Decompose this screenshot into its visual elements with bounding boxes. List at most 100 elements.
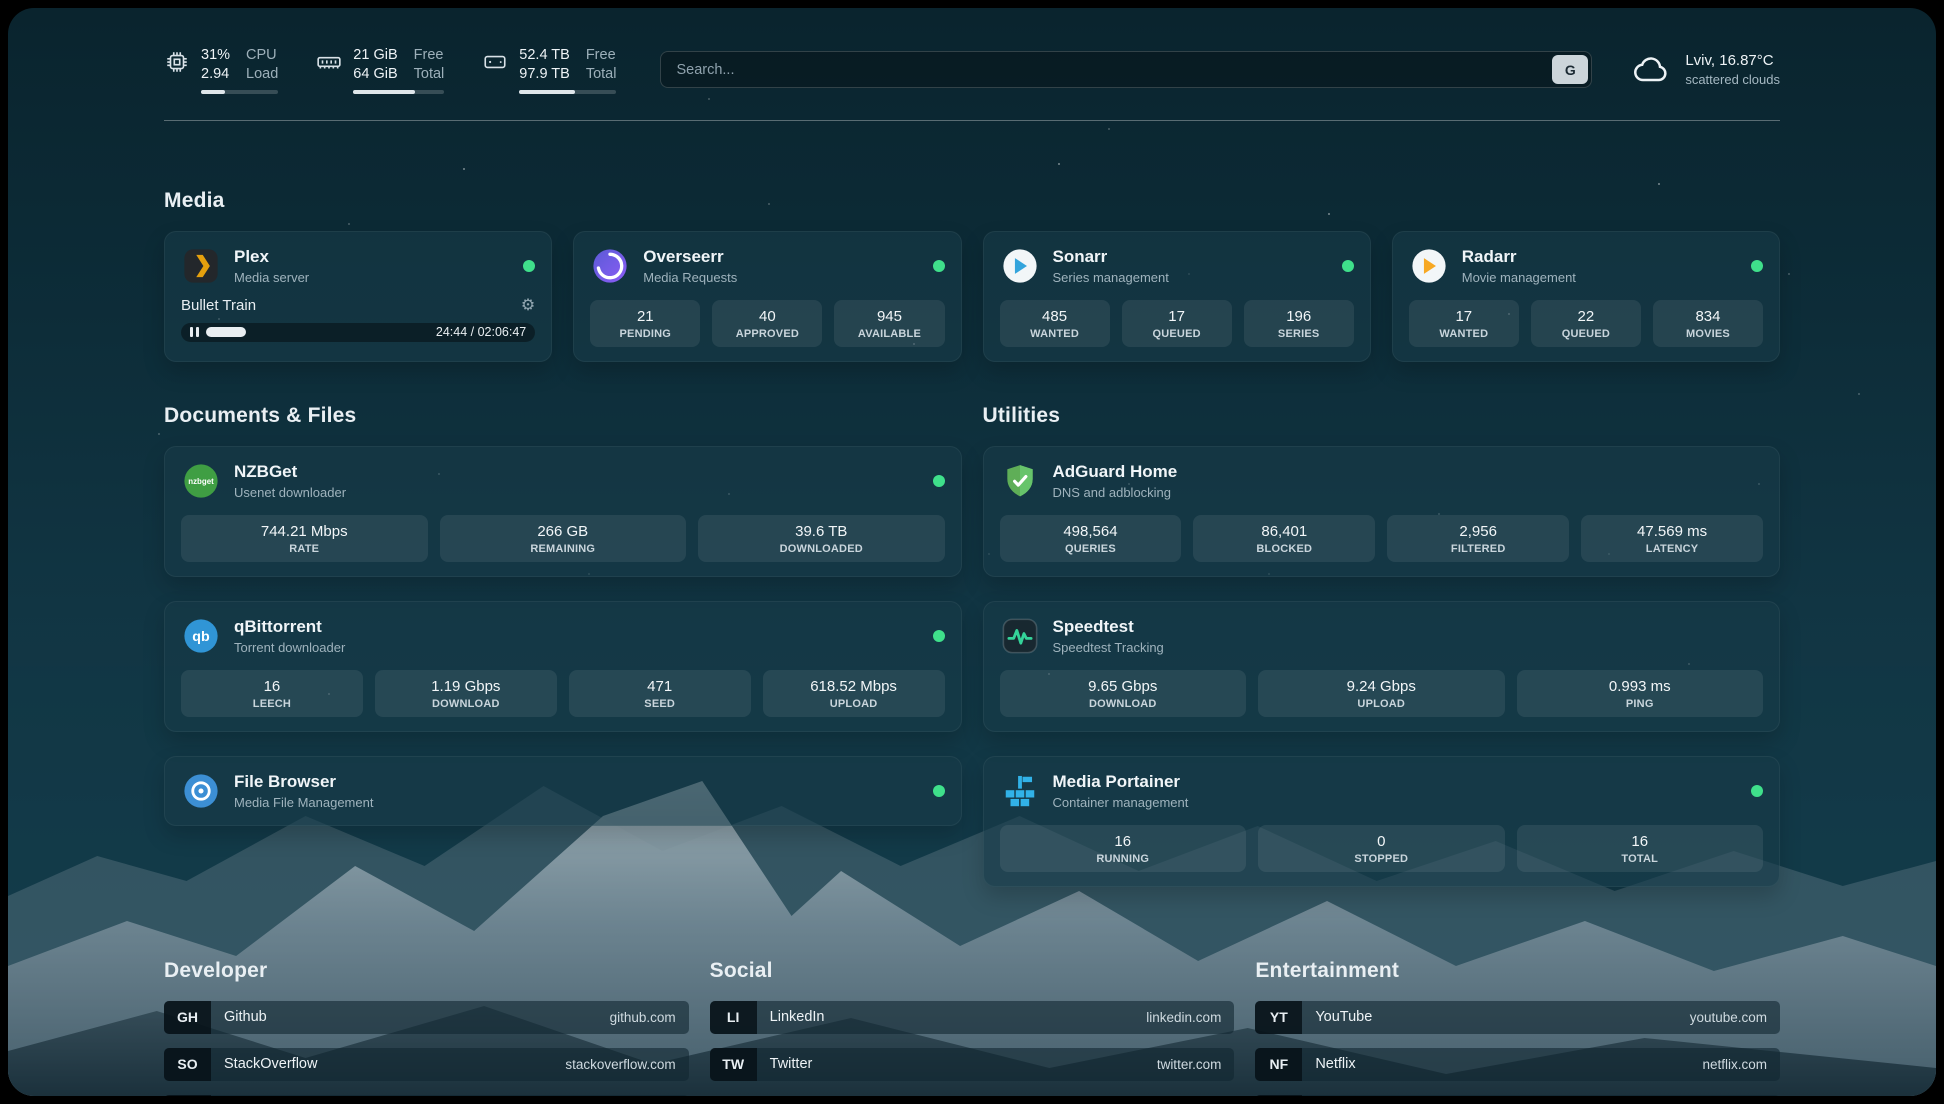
svg-text:qb: qb [192,629,210,645]
service-name: Overseerr [643,246,724,266]
bookmark-url: twitter.com [1156,1056,1222,1072]
adguard-icon [1000,461,1040,501]
radarr-stat-queued: 22 QUEUED [1530,299,1641,347]
bookmark-youtube[interactable]: YT YouTube youtube.com [1255,1000,1780,1034]
service-card-portainer[interactable]: Media Portainer Container management 16 … [982,755,1780,887]
service-subtitle: Speedtest Tracking [1052,639,1164,655]
disk-total-value: 97.9 TB [519,65,570,82]
plex-icon [181,246,221,286]
service-subtitle: Media Requests [643,269,738,285]
service-card-plex[interactable]: Plex Media server Bullet Train ⚙ 24 [164,230,553,362]
bookmark-name: Github [224,1009,267,1026]
search-input[interactable] [660,51,1593,89]
bookmark-url: github.com [609,1009,676,1025]
bookmark-dev[interactable]: DT DEV dev.to [164,1094,689,1096]
ram-progress-fill [353,89,416,94]
sonarr-icon [1000,246,1040,286]
service-name: AdGuard Home [1052,461,1178,481]
bookmark-name: YouTube [1315,1009,1373,1026]
service-card-filebrowser[interactable]: File Browser Media File Management [164,755,962,826]
bookmark-reddit[interactable]: RE Reddit reddit.com [1255,1094,1780,1096]
section-title-social: Social [709,958,773,982]
bookmark-url: linkedin.com [1146,1009,1222,1025]
nzbget-icon: nzbget [181,461,221,501]
svg-text:nzbget: nzbget [188,477,214,486]
ram-widget: 21 GiB 64 GiB Free Total [316,46,445,94]
status-dot [932,784,945,797]
status-dot [932,474,945,487]
section-documents: Documents & Files nzbget NZBGet Usenet d… [164,404,962,887]
bookmark-url: netflix.com [1702,1056,1767,1072]
cpu-usage-percent: 31% [201,47,231,63]
bookmarks-social: Social LI LinkedIn linkedin.com TW Twitt… [709,958,1235,1096]
service-name: Plex [234,246,269,266]
ram-total-label: Total [413,65,445,82]
now-playing-title: Bullet Train [181,296,257,314]
bookmark-github[interactable]: GH Github github.com [164,1000,689,1034]
dashboard-screen: 31% 2.94 CPU Load [8,8,1936,1096]
sonarr-stat-queued: 17 QUEUED [1121,299,1232,347]
service-card-overseerr[interactable]: Overseerr Media Requests 21 PENDING 40 A… [573,230,962,362]
bookmark-linkedin[interactable]: LI LinkedIn linkedin.com [709,1000,1235,1034]
service-card-qbittorrent[interactable]: qb qBittorrent Torrent downloader 16 LEE… [164,600,962,732]
service-subtitle: Media server [234,269,310,285]
qbittorrent-stat-upload: 618.52 Mbps UPLOAD [762,669,945,717]
portainer-stat-total: 16 TOTAL [1516,824,1763,872]
service-subtitle: Media File Management [234,794,374,810]
bookmark-netflix[interactable]: NF Netflix netflix.com [1255,1047,1780,1081]
disk-total-label: Total [585,65,617,82]
bookmark-name: Netflix [1315,1056,1356,1073]
gear-icon[interactable]: ⚙ [520,295,536,315]
sonarr-stat-series: 196 SERIES [1243,299,1354,347]
ram-total-value: 64 GiB [353,65,398,82]
qbittorrent-stat-leech: 16 LEECH [181,669,363,717]
section-media: Media Plex Media server [164,189,1780,362]
playback-progress-track[interactable]: 24:44 / 02:06:47 [181,322,536,342]
bookmarks-entertainment: Entertainment YT YouTube youtube.com NF … [1255,959,1780,1096]
nzbget-stat-downloaded: 39.6 TB DOWNLOADED [698,514,945,562]
overseerr-stat-approved: 40 APPROVED [712,299,823,347]
speedtest-stat-upload: 9.24 Gbps UPLOAD [1258,669,1505,717]
radarr-stat-movies: 834 MOVIES [1652,299,1763,347]
overseerr-stat-available: 945 AVAILABLE [834,299,945,347]
plex-player-bar: 24:44 / 02:06:47 [181,322,536,342]
status-dot [1751,784,1763,797]
service-name: qBittorrent [234,616,322,636]
nzbget-stat-rate: 744.21 Mbps RATE [181,514,428,562]
portainer-stat-running: 16 RUNNING [999,824,1246,872]
pause-icon[interactable] [190,327,199,338]
nzbget-stat-remaining: 266 GB REMAINING [439,514,686,562]
cpu-progress-bar [201,89,279,94]
weather-widget[interactable]: Lviv, 16.87°C scattered clouds [1632,50,1780,90]
status-dot [1341,259,1354,272]
service-card-sonarr[interactable]: Sonarr Series management 485 WANTED 17 Q… [982,230,1371,362]
ram-free-label: Free [413,47,444,63]
bookmark-name: Twitter [769,1056,813,1073]
topbar-divider [164,119,1780,121]
cpu-label: CPU [246,47,277,63]
portainer-icon [1000,771,1040,811]
adguard-stat-queries: 498,564 QUERIES [999,514,1182,562]
service-card-nzbget[interactable]: nzbget NZBGet Usenet downloader 744.21 M… [164,445,962,577]
service-card-radarr[interactable]: Radarr Movie management 17 WANTED 22 QUE… [1391,230,1780,362]
search-engine-button[interactable]: G [1552,55,1589,85]
service-card-adguard[interactable]: AdGuard Home DNS and adblocking 498,564 … [982,445,1780,577]
ram-progress-bar [353,89,445,94]
bookmark-name: StackOverflow [224,1056,318,1073]
cpu-icon [167,52,187,72]
cpu-widget: 31% 2.94 CPU Load [164,46,279,94]
service-card-speedtest[interactable]: Speedtest Speedtest Tracking 9.65 Gbps D… [982,600,1780,732]
snow-specks [8,8,10,10]
service-subtitle: Series management [1052,269,1169,285]
status-dot [932,259,945,272]
sonarr-stat-wanted: 485 WANTED [999,299,1110,347]
adguard-stat-latency: 47.569 ms LATENCY [1581,514,1763,562]
cpu-load-value: 2.94 [201,65,230,82]
bookmark-twitter[interactable]: TW Twitter twitter.com [709,1047,1235,1081]
service-subtitle: Movie management [1461,269,1576,285]
service-name: File Browser [234,771,337,791]
service-name: Media Portainer [1052,771,1181,791]
cloud-icon [1634,57,1667,82]
overseerr-stat-pending: 21 PENDING [590,299,701,347]
bookmark-stackoverflow[interactable]: SO StackOverflow stackoverflow.com [164,1047,689,1081]
